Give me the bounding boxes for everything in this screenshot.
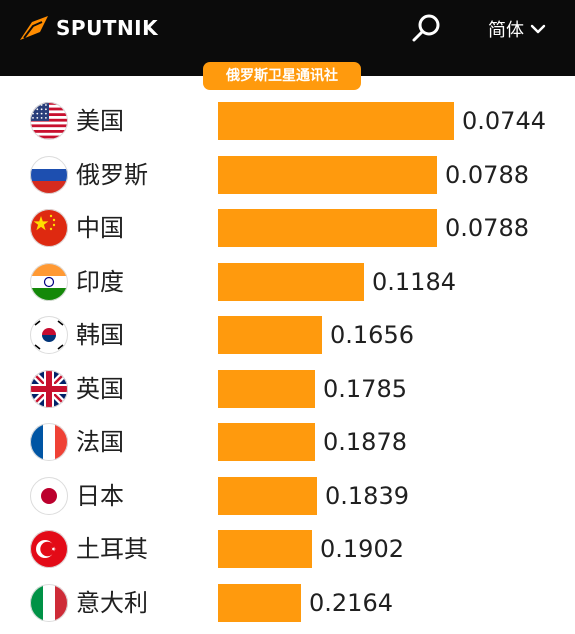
language-label: 简体 — [488, 20, 524, 41]
data-label: 0.1785 — [323, 374, 407, 403]
chart-row: 法国 0.1878 — [0, 423, 575, 473]
chart-row: 土耳其 0.1902 — [0, 530, 575, 580]
search-button[interactable] — [410, 12, 444, 46]
logo-text: SPUTNIK — [56, 16, 159, 40]
category-label: 法国 — [76, 428, 124, 456]
bar — [218, 423, 315, 461]
sputnik-logo-icon — [20, 16, 48, 40]
bar — [218, 583, 301, 622]
category-label: 日本 — [76, 481, 124, 510]
category-label: 美国 — [76, 107, 124, 135]
category-label: 韩国 — [76, 321, 124, 349]
data-label: 0.0788 — [445, 160, 529, 189]
flag-in-icon — [30, 262, 68, 301]
data-label: 0.1878 — [323, 428, 407, 456]
bar — [218, 369, 315, 408]
source-badge: 俄罗斯卫星通讯社 — [203, 62, 361, 90]
chart-row: 意大利 0.2164 — [0, 583, 575, 634]
flag-jp-icon — [30, 476, 68, 515]
chevron-down-icon — [530, 24, 546, 34]
flag-us-icon — [30, 102, 68, 140]
data-label: 0.0788 — [445, 214, 529, 242]
bar — [218, 262, 364, 301]
bar — [218, 155, 437, 194]
data-label: 0.1902 — [320, 535, 404, 563]
chart-row: 韩国 0.1656 — [0, 316, 575, 366]
search-icon — [412, 14, 440, 42]
bar — [218, 316, 322, 354]
category-label: 土耳其 — [76, 535, 148, 563]
flag-cn-icon — [30, 209, 68, 247]
bar — [218, 530, 312, 568]
bar-chart: 美国 0.0744 俄罗斯 0.0788 中国 0.0788 印度 0.1184 韩国 0.165… — [0, 92, 575, 628]
bar — [218, 102, 454, 140]
category-label: 印度 — [76, 267, 124, 296]
flag-gb-icon — [30, 369, 68, 408]
category-label: 中国 — [76, 214, 124, 242]
bar — [218, 209, 437, 247]
data-label: 0.2164 — [309, 588, 393, 617]
chart-row: 俄罗斯 0.0788 — [0, 155, 575, 206]
sputnik-logo[interactable]: SPUTNIK — [18, 14, 158, 42]
language-selector[interactable]: 简体 — [488, 16, 546, 42]
flag-fr-icon — [30, 423, 68, 461]
chart-row: 中国 0.0788 — [0, 209, 575, 259]
chart-row: 日本 0.1839 — [0, 476, 575, 527]
chart-row: 印度 0.1184 — [0, 262, 575, 313]
category-label: 意大利 — [76, 588, 148, 617]
data-label: 0.1184 — [372, 267, 456, 296]
flag-ru-icon — [30, 155, 68, 194]
flag-it-icon — [30, 583, 68, 622]
chart-row: 英国 0.1785 — [0, 369, 575, 420]
data-label: 0.0744 — [462, 107, 546, 135]
chart-row: 美国 0.0744 — [0, 102, 575, 152]
flag-tr-icon — [30, 530, 68, 568]
bar — [218, 476, 317, 515]
category-label: 英国 — [76, 374, 124, 403]
flag-kr-icon — [30, 316, 68, 354]
category-label: 俄罗斯 — [76, 160, 148, 189]
data-label: 0.1839 — [325, 481, 409, 510]
data-label: 0.1656 — [330, 321, 414, 349]
